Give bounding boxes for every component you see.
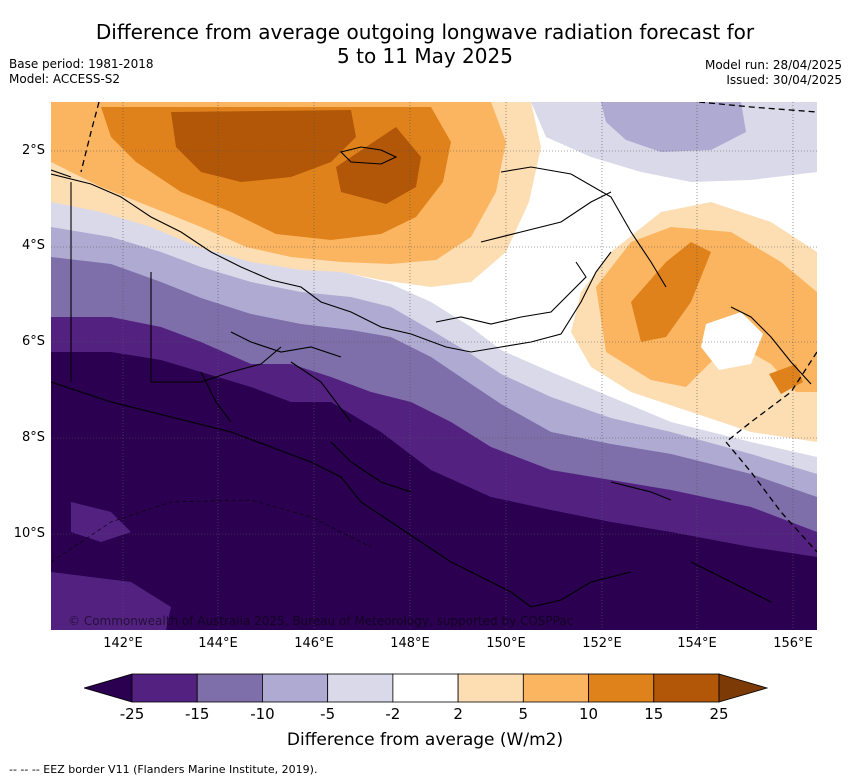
issued-date: Issued: 30/04/2025 — [726, 73, 842, 87]
map-panel[interactable] — [50, 101, 818, 630]
eez-south — [50, 499, 372, 563]
lat-label-6s: 6°S — [21, 334, 45, 349]
colorbar-extend-low — [84, 673, 133, 703]
band-east-neutral — [701, 312, 763, 370]
colorbar — [84, 673, 768, 703]
colorbar-tick-label: -2 — [385, 705, 401, 723]
band-north-15-25-b — [336, 127, 421, 204]
meta-left: Base period: 1981-2018 Model: ACCESS-S2 — [9, 57, 154, 87]
model-name: Model: ACCESS-S2 — [9, 72, 121, 86]
copyright-notice: © Commonwealth of Australia 2025, Bureau… — [68, 614, 574, 628]
colorbar-cell — [131, 673, 198, 703]
colorbar-tick-label: 25 — [709, 705, 729, 723]
colorbar-tick-label: -15 — [184, 705, 210, 723]
lon-label-150e: 150°E — [486, 636, 526, 651]
colorbar-tick-label: -10 — [250, 705, 275, 723]
title-line-1: Difference from average outgoing longwav… — [95, 20, 755, 44]
base-period: Base period: 1981-2018 — [9, 57, 154, 71]
band-east-10-15 — [631, 242, 711, 342]
colorbar-tick-label: -25 — [119, 705, 145, 723]
colorbar-label: Difference from average (W/m2) — [286, 730, 564, 750]
band-sw-minus25-minus15 — [51, 572, 171, 630]
colorbar-cell — [457, 673, 524, 703]
footer-eez-legend: -- -- -- EEZ border V11 (Flanders Marine… — [9, 763, 318, 776]
lat-label-4s: 4°S — [21, 238, 45, 253]
lon-label-152e: 152°E — [582, 636, 622, 651]
lon-label-146e: 146°E — [294, 636, 334, 651]
band-east-5-10 — [596, 227, 817, 392]
lon-label-154e: 154°E — [677, 636, 717, 651]
lon-label-148e: 148°E — [390, 636, 430, 651]
map-title: Difference from average outgoing longwav… — [0, 20, 850, 68]
band-north-15-25-a — [171, 110, 356, 182]
colorbar-tick-label: -5 — [320, 705, 336, 723]
colorbar-cell — [653, 673, 720, 703]
lon-label-156e: 156°E — [773, 636, 813, 651]
title-line-2: 5 to 11 May 2025 — [337, 44, 513, 68]
coastlines — [50, 146, 812, 608]
colorbar-cell — [262, 673, 329, 703]
colorbar-cell — [392, 673, 459, 703]
colorbar-tick-label: 10 — [579, 705, 599, 723]
anomaly-map — [50, 101, 818, 630]
colorbar-tick-label: 15 — [644, 705, 664, 723]
graticule — [51, 102, 817, 630]
band-north-negative-b — [601, 102, 746, 152]
colorbar-cells — [131, 673, 720, 703]
model-run: Model run: 28/04/2025 — [704, 58, 842, 72]
colorbar-cell — [522, 673, 589, 703]
lon-label-144e: 144°E — [198, 636, 238, 651]
colorbar-tick-label: 5 — [518, 705, 529, 723]
colorbar-tick-label: 2 — [453, 705, 463, 723]
band-south-patch — [71, 502, 131, 542]
meta-right: Model run: 28/04/2025 Issued: 30/04/2025 — [705, 58, 842, 88]
lat-label-2s: 2°S — [21, 143, 45, 158]
colorbar-cell — [588, 673, 655, 703]
eez-borders — [80, 101, 818, 553]
lat-label-8s: 8°S — [21, 430, 45, 445]
colorbar-extend-high — [718, 673, 768, 703]
lon-label-142e: 142°E — [103, 636, 143, 651]
lat-label-10s: 10°S — [13, 526, 45, 541]
colorbar-cell — [327, 673, 394, 703]
colorbar-cell — [196, 673, 263, 703]
